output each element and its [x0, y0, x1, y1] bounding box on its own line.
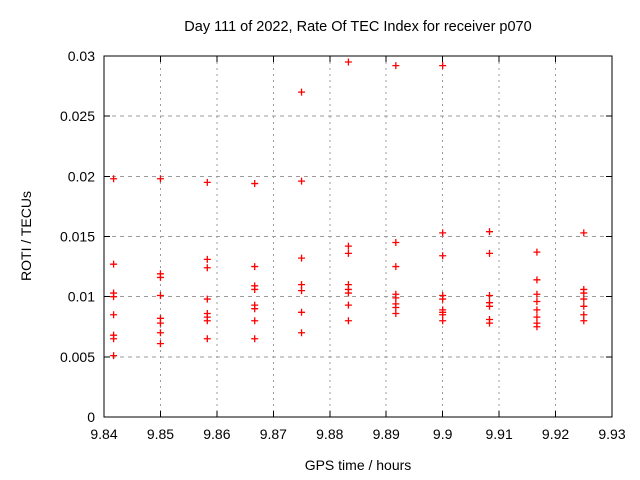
x-tick-label: 9.86 — [203, 426, 230, 442]
data-point-marker — [110, 352, 118, 360]
data-point-marker — [344, 317, 352, 325]
generated-plot-elements: 9.84 9.85 9.86 9.87 9.88 9.89 9.9 9.91 9.92 9.93 0… — [60, 48, 626, 442]
x-tick-label: 9.89 — [373, 426, 400, 442]
data-point-marker — [580, 289, 588, 297]
data-point-marker — [392, 310, 400, 318]
data-point-marker — [156, 319, 164, 327]
data-point-marker — [251, 180, 259, 188]
data-point-marker — [533, 306, 541, 314]
data-point-marker — [203, 264, 211, 272]
data-point-marker — [251, 263, 259, 271]
data-point-marker — [533, 290, 541, 298]
data-point-marker — [392, 62, 400, 70]
data-point-marker — [298, 308, 306, 316]
data-point-marker — [156, 273, 164, 281]
data-point-marker — [203, 317, 211, 325]
x-tick-label: 9.87 — [260, 426, 287, 442]
data-point-marker — [298, 254, 306, 262]
data-point-marker — [486, 319, 494, 327]
plot-border — [103, 55, 613, 418]
data-point-marker — [533, 323, 541, 331]
data-point-marker — [344, 58, 352, 66]
data-point-marker — [533, 313, 541, 321]
data-point-marker — [580, 229, 588, 237]
data-point-marker — [344, 289, 352, 297]
data-point-marker — [298, 88, 306, 96]
data-point-marker — [580, 311, 588, 319]
data-point-marker — [439, 252, 447, 260]
y-tick-label: 0.01 — [68, 289, 95, 305]
data-point-marker — [344, 242, 352, 250]
x-tick-label: 9.88 — [316, 426, 343, 442]
data-point-marker — [298, 281, 306, 289]
data-point-marker — [251, 335, 259, 343]
x-axis-label: GPS time / hours — [305, 457, 412, 473]
data-point-marker — [392, 294, 400, 302]
y-tick-label: 0.025 — [60, 108, 95, 124]
data-point-marker — [580, 317, 588, 325]
data-point-marker — [203, 295, 211, 303]
data-point-marker — [580, 302, 588, 310]
data-point-marker — [298, 177, 306, 185]
data-point-marker — [439, 311, 447, 319]
data-point-marker — [156, 340, 164, 348]
data-point-marker — [110, 175, 118, 183]
data-point-marker — [486, 302, 494, 310]
x-tick-label: 9.93 — [598, 426, 625, 442]
data-point-marker — [344, 249, 352, 257]
data-point-marker — [110, 335, 118, 343]
data-point-marker — [110, 311, 118, 319]
data-point-marker — [203, 178, 211, 186]
data-point-marker — [439, 229, 447, 237]
data-point-marker — [486, 291, 494, 299]
data-point-marker — [439, 317, 447, 325]
y-tick-label: 0.015 — [60, 229, 95, 245]
data-point-marker — [251, 285, 259, 293]
data-point-marker — [251, 305, 259, 313]
data-point-marker — [110, 260, 118, 268]
data-point-marker — [203, 255, 211, 263]
data-point-marker — [486, 249, 494, 257]
data-point-marker — [392, 263, 400, 271]
data-point-marker — [298, 287, 306, 295]
chart-title: Day 111 of 2022, Rate Of TEC Index for r… — [184, 19, 531, 35]
x-tick-label: 9.85 — [147, 426, 174, 442]
data-point-marker — [439, 62, 447, 70]
data-point-marker — [156, 175, 164, 183]
y-axis-label: ROTI / TECUs — [18, 191, 34, 281]
data-point-marker — [533, 276, 541, 284]
data-point-marker — [156, 291, 164, 299]
data-point-marker — [392, 303, 400, 311]
data-point-marker — [580, 295, 588, 303]
data-point-marker — [533, 297, 541, 305]
data-point-marker — [156, 329, 164, 337]
x-tick-label: 9.84 — [90, 426, 117, 442]
data-point-marker — [392, 239, 400, 247]
data-point-marker — [110, 293, 118, 301]
y-tick-label: 0 — [87, 409, 95, 425]
data-point-marker — [344, 301, 352, 309]
data-point-marker — [203, 335, 211, 343]
y-tick-label: 0.02 — [68, 168, 95, 184]
data-point-marker — [298, 329, 306, 337]
x-tick-label: 9.9 — [433, 426, 453, 442]
y-tick-label: 0.03 — [68, 48, 95, 64]
x-tick-label: 9.91 — [485, 426, 512, 442]
data-point-marker — [486, 228, 494, 236]
x-tick-label: 9.92 — [542, 426, 569, 442]
data-point-marker — [439, 295, 447, 303]
data-point-marker — [533, 248, 541, 256]
y-tick-label: 0.005 — [60, 349, 95, 365]
data-point-marker — [251, 317, 259, 325]
